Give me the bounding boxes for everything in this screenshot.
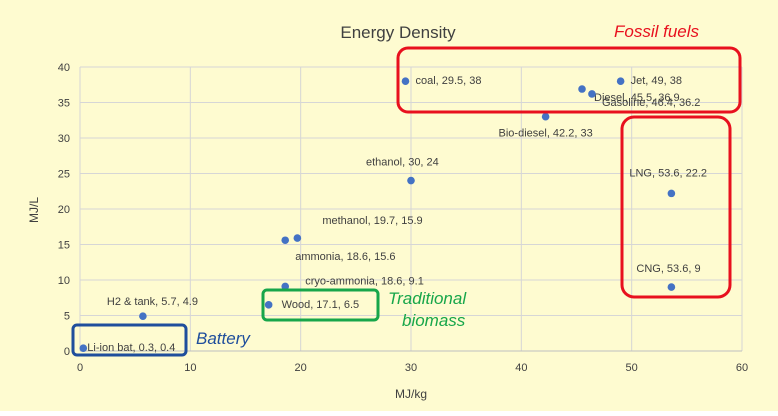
- fossil-fuels-label: Fossil fuels: [614, 22, 700, 41]
- data-label: Bio-diesel, 42.2, 33: [499, 128, 593, 140]
- gridlines: [79, 66, 743, 352]
- y-tick-label: 35: [58, 98, 70, 110]
- y-tick-label: 40: [58, 62, 70, 74]
- data-point: [578, 85, 586, 93]
- chart-title: Energy Density: [340, 23, 456, 42]
- y-tick-label: 5: [64, 311, 70, 323]
- data-point: [407, 176, 415, 185]
- x-axis-label: MJ/kg: [395, 387, 427, 401]
- y-tick-label: 15: [58, 240, 70, 252]
- data-label: Li-ion bat, 0.3, 0.4: [87, 342, 175, 354]
- data-label: coal, 29.5, 38: [415, 75, 481, 87]
- data-label: Diesel, 45.5, 36.9: [594, 92, 680, 104]
- data-point: [667, 189, 676, 198]
- data-label: ammonia, 18.6, 15.6: [295, 251, 395, 263]
- battery-box: [71, 323, 188, 357]
- fossil-fuels-box: [396, 46, 742, 114]
- data-point: [281, 236, 290, 245]
- group-callouts: Fossil fuels Traditional biomass Battery: [71, 22, 742, 357]
- y-tick-label: 0: [64, 346, 70, 358]
- data-point: [139, 312, 147, 321]
- data-label: methanol, 19.7, 15.9: [322, 215, 422, 227]
- data-point: [293, 234, 302, 242]
- data-label: Gasoline, 46.4, 36.2: [602, 97, 700, 109]
- data-label: LNG, 53.6, 22.2: [629, 167, 707, 179]
- x-tick-label: 50: [626, 362, 638, 374]
- x-tick-label: 60: [736, 362, 748, 374]
- battery-label: Battery: [196, 329, 251, 348]
- data-label: ethanol, 30, 24: [366, 157, 439, 169]
- y-tick-label: 25: [58, 169, 70, 181]
- data-point: [79, 344, 88, 352]
- data-point: [264, 301, 273, 309]
- data-label: H2 & tank, 5.7, 4.9: [107, 296, 198, 308]
- data-label: CNG, 53.6, 9: [636, 263, 700, 275]
- data-point: [588, 90, 596, 98]
- data-point: [401, 77, 410, 85]
- x-tick-label: 10: [184, 362, 196, 374]
- data-point: [667, 283, 676, 291]
- y-tick-label: 20: [58, 204, 70, 216]
- traditional-biomass-label: Traditional biomass: [388, 289, 467, 330]
- data-point: [541, 112, 550, 121]
- x-tick-label: 0: [77, 362, 83, 374]
- x-tick-label: 40: [515, 362, 527, 374]
- gas-fuels-box: [620, 115, 732, 299]
- y-tick-label: 10: [58, 275, 70, 287]
- axes: 0 5 10 15 20 25 30 35 40 0 10 20 30 40 50 60: [58, 62, 748, 374]
- data-label: Jet, 49, 38: [631, 75, 682, 87]
- data-points: coal, 29.5, 38 Jet, 49, 38 Diesel, 45.5, 3…: [79, 75, 707, 354]
- traditional-biomass-box: [261, 288, 380, 322]
- y-tick-label: 30: [58, 133, 70, 145]
- y-axis-label: MJ/L: [27, 197, 41, 223]
- data-label: Wood, 17.1, 6.5: [282, 299, 359, 311]
- data-point: [616, 77, 625, 85]
- x-tick-label: 30: [405, 362, 417, 374]
- x-tick-label: 20: [295, 362, 307, 374]
- data-point: [281, 282, 290, 291]
- data-label: cryo-ammonia, 18.6, 9.1: [305, 275, 424, 287]
